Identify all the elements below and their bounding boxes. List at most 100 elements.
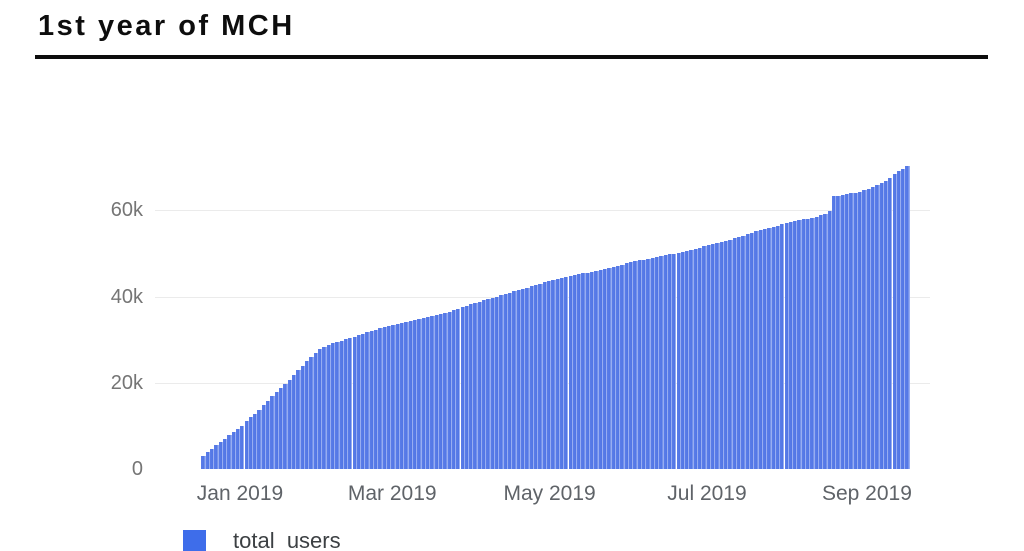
bar[interactable]	[663, 255, 668, 469]
bar[interactable]	[538, 283, 543, 469]
bar[interactable]	[374, 329, 379, 469]
bar[interactable]	[447, 311, 452, 469]
bar[interactable]	[542, 282, 547, 469]
bar[interactable]	[736, 236, 742, 469]
bar[interactable]	[901, 168, 906, 469]
bar[interactable]	[408, 321, 413, 469]
bar[interactable]	[732, 238, 737, 469]
bar[interactable]	[490, 297, 496, 469]
bar[interactable]	[266, 400, 271, 469]
bar[interactable]	[555, 278, 560, 469]
bar[interactable]	[253, 413, 258, 469]
bar[interactable]	[486, 299, 491, 469]
bar[interactable]	[391, 325, 396, 469]
bar[interactable]	[434, 315, 439, 469]
bar[interactable]	[771, 226, 776, 469]
bar[interactable]	[788, 222, 794, 469]
bar[interactable]	[244, 421, 249, 469]
bar[interactable]	[317, 349, 323, 469]
bar[interactable]	[616, 265, 621, 469]
bar[interactable]	[823, 213, 828, 469]
bar[interactable]	[767, 227, 772, 469]
bar[interactable]	[646, 258, 651, 469]
bar[interactable]	[283, 384, 288, 469]
bar[interactable]	[784, 223, 789, 469]
bar[interactable]	[762, 229, 768, 469]
bar[interactable]	[594, 270, 599, 469]
bar[interactable]	[577, 274, 582, 469]
bar[interactable]	[849, 193, 854, 469]
bar[interactable]	[292, 375, 297, 469]
bar[interactable]	[633, 261, 638, 469]
bar[interactable]	[870, 187, 876, 469]
bar[interactable]	[590, 271, 595, 469]
bar[interactable]	[568, 275, 573, 469]
bar[interactable]	[659, 256, 664, 469]
bar[interactable]	[585, 272, 591, 469]
bar[interactable]	[313, 352, 318, 469]
bar[interactable]	[572, 275, 578, 469]
bar[interactable]	[516, 290, 521, 469]
bar[interactable]	[287, 379, 292, 469]
bar[interactable]	[879, 183, 884, 469]
bar[interactable]	[806, 218, 811, 469]
bar[interactable]	[477, 301, 483, 469]
bar[interactable]	[361, 333, 366, 469]
bar[interactable]	[495, 296, 500, 469]
bar[interactable]	[724, 240, 729, 469]
bar[interactable]	[745, 234, 750, 469]
bar[interactable]	[832, 196, 837, 469]
bar[interactable]	[702, 246, 707, 469]
bar[interactable]	[335, 341, 340, 469]
bar[interactable]	[270, 396, 275, 469]
bar[interactable]	[400, 323, 405, 469]
bar[interactable]	[222, 438, 228, 469]
bar[interactable]	[343, 339, 349, 469]
bar[interactable]	[352, 336, 357, 469]
bar[interactable]	[672, 253, 677, 469]
bar[interactable]	[309, 356, 314, 469]
bar[interactable]	[564, 276, 569, 469]
bar[interactable]	[235, 428, 241, 469]
bar[interactable]	[685, 251, 690, 469]
bar[interactable]	[296, 370, 301, 469]
bar[interactable]	[896, 171, 902, 469]
bar[interactable]	[205, 452, 210, 469]
bar[interactable]	[529, 286, 534, 469]
bar[interactable]	[248, 417, 254, 469]
bar[interactable]	[503, 294, 508, 469]
bar[interactable]	[520, 288, 526, 469]
bar[interactable]	[698, 247, 703, 469]
bar[interactable]	[711, 243, 716, 469]
bar[interactable]	[598, 269, 604, 469]
bar[interactable]	[546, 281, 552, 469]
bar[interactable]	[603, 268, 608, 469]
bar[interactable]	[533, 284, 539, 469]
bar[interactable]	[749, 232, 755, 469]
bar[interactable]	[421, 318, 426, 469]
bar[interactable]	[387, 326, 392, 469]
bar[interactable]	[525, 287, 530, 469]
bar[interactable]	[464, 305, 470, 469]
bar[interactable]	[780, 224, 785, 469]
bar[interactable]	[209, 448, 215, 469]
bar[interactable]	[499, 295, 504, 469]
bar[interactable]	[693, 248, 699, 469]
bar[interactable]	[512, 291, 517, 469]
bar[interactable]	[443, 313, 448, 469]
bar[interactable]	[300, 365, 305, 469]
bar[interactable]	[214, 445, 219, 469]
bar[interactable]	[330, 343, 336, 469]
bar[interactable]	[797, 220, 802, 469]
bar[interactable]	[667, 254, 673, 469]
bar[interactable]	[654, 257, 660, 469]
bar[interactable]	[628, 262, 634, 469]
bar[interactable]	[218, 441, 223, 469]
bar[interactable]	[754, 231, 759, 469]
bar[interactable]	[404, 322, 409, 469]
bar[interactable]	[482, 300, 487, 469]
bar[interactable]	[473, 303, 478, 469]
bar[interactable]	[451, 310, 457, 469]
bar[interactable]	[365, 332, 370, 469]
bar[interactable]	[641, 259, 647, 469]
